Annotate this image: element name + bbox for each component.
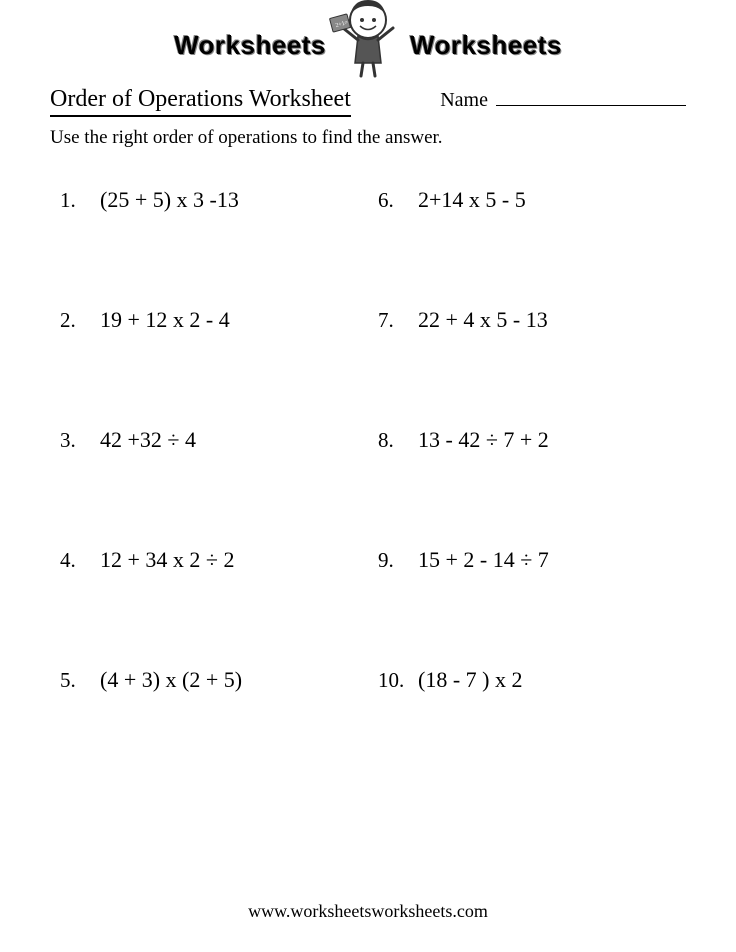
problem-2: 2. 19 + 12 x 2 - 4 (60, 299, 358, 419)
problem-6: 6. 2+14 x 5 - 5 (378, 179, 676, 299)
problem-number: 4. (60, 548, 100, 573)
problem-expression: 2+14 x 5 - 5 (418, 187, 526, 213)
problem-number: 2. (60, 308, 100, 333)
problem-expression: (18 - 7 ) x 2 (418, 667, 522, 693)
problem-number: 3. (60, 428, 100, 453)
logo-container: Worksheets 2+1= (50, 30, 686, 61)
name-label: Name (440, 89, 488, 112)
logo: Worksheets 2+1= (174, 30, 562, 61)
problem-8: 8. 13 - 42 ÷ 7 + 2 (378, 419, 676, 539)
instructions: Use the right order of operations to fin… (50, 127, 686, 149)
problem-number: 7. (378, 308, 418, 333)
problem-7: 7. 22 + 4 x 5 - 13 (378, 299, 676, 419)
problem-number: 10. (378, 668, 418, 693)
worksheet-title: Order of Operations Worksheet (50, 86, 351, 117)
problem-9: 9. 15 + 2 - 14 ÷ 7 (378, 539, 676, 659)
logo-text-right: Worksheets (410, 30, 562, 60)
name-field: Name (440, 89, 686, 112)
problem-3: 3. 42 +32 ÷ 4 (60, 419, 358, 539)
problem-expression: (25 + 5) x 3 -13 (100, 187, 239, 213)
problem-expression: 42 +32 ÷ 4 (100, 427, 196, 453)
problem-expression: 13 - 42 ÷ 7 + 2 (418, 427, 549, 453)
problem-expression: 19 + 12 x 2 - 4 (100, 307, 230, 333)
problem-number: 9. (378, 548, 418, 573)
logo-text-left: Worksheets (174, 30, 326, 60)
footer-url: www.worksheetsworksheets.com (0, 901, 736, 922)
problem-expression: (4 + 3) x (2 + 5) (100, 667, 242, 693)
header-row: Order of Operations Worksheet Name (50, 86, 686, 117)
problem-1: 1. (25 + 5) x 3 -13 (60, 179, 358, 299)
problem-number: 5. (60, 668, 100, 693)
problem-4: 4. 12 + 34 x 2 ÷ 2 (60, 539, 358, 659)
problem-expression: 15 + 2 - 14 ÷ 7 (418, 547, 549, 573)
problem-number: 8. (378, 428, 418, 453)
problems-grid: 1. (25 + 5) x 3 -13 6. 2+14 x 5 - 5 2. 1… (50, 179, 686, 779)
name-input-line[interactable] (496, 105, 686, 106)
problem-10: 10. (18 - 7 ) x 2 (378, 659, 676, 779)
problem-number: 1. (60, 188, 100, 213)
problem-5: 5. (4 + 3) x (2 + 5) (60, 659, 358, 779)
problem-number: 6. (378, 188, 418, 213)
logo-boy-icon: 2+1= (323, 0, 413, 78)
problem-expression: 22 + 4 x 5 - 13 (418, 307, 548, 333)
problem-expression: 12 + 34 x 2 ÷ 2 (100, 547, 234, 573)
